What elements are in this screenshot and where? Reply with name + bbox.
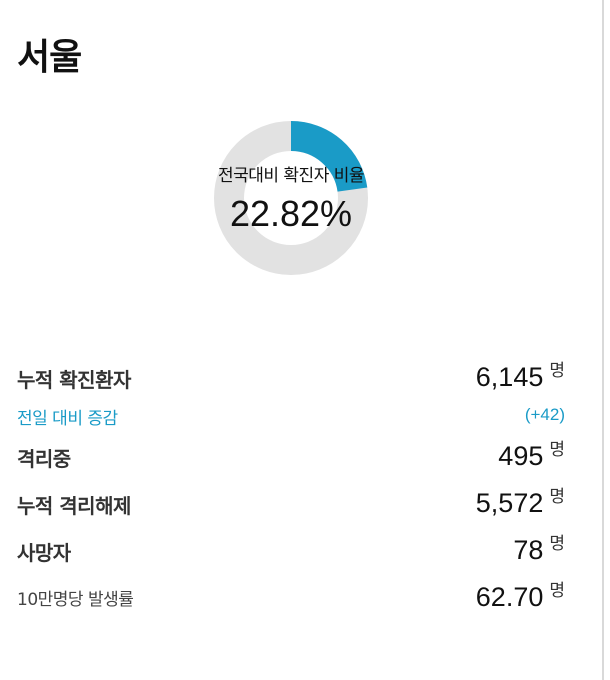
stat-label-daily-change: 전일 대비 증감 xyxy=(17,409,118,429)
panel-right-border xyxy=(602,0,604,680)
stat-value-deaths-wrap: 78 명 xyxy=(513,534,565,566)
stat-unit-isolating: 명 xyxy=(549,440,565,460)
stat-row-released: 누적 격리해제 5,572 명 xyxy=(17,487,565,528)
ratio-donut-chart: 전국대비 확진자 비율 22.82% xyxy=(212,119,370,277)
stat-row-cumulative: 누적 확진환자 6,145 명 xyxy=(17,361,565,402)
stat-value-isolating: 495 xyxy=(498,441,544,471)
stat-value-released-wrap: 5,572 명 xyxy=(475,487,565,519)
stat-row-incidence: 10만명당 발생률 62.70 명 xyxy=(17,581,565,622)
stat-unit-deaths: 명 xyxy=(549,534,565,554)
stat-value-deaths: 78 xyxy=(513,535,544,565)
stat-label-isolating: 격리중 xyxy=(17,447,71,471)
donut-label: 전국대비 확진자 비율 xyxy=(217,166,365,186)
stat-value-cumulative: 6,145 xyxy=(475,362,544,392)
stat-value-isolating-wrap: 495 명 xyxy=(498,440,565,472)
stat-unit-cumulative: 명 xyxy=(549,361,565,381)
stat-row-deaths: 사망자 78 명 xyxy=(17,534,565,575)
stat-label-incidence: 10만명당 발생률 xyxy=(17,590,134,610)
stat-value-daily-change: (+42) xyxy=(524,405,565,424)
donut-svg xyxy=(214,121,368,275)
stat-value-incidence: 62.70 xyxy=(475,582,544,612)
stat-label-cumulative: 누적 확진환자 xyxy=(17,368,131,392)
stat-label-deaths: 사망자 xyxy=(17,541,71,565)
stat-value-incidence-wrap: 62.70 명 xyxy=(475,581,565,613)
stat-value-released: 5,572 xyxy=(475,488,544,518)
stat-value-cumulative-wrap: 6,145 명 xyxy=(475,361,565,393)
stat-unit-released: 명 xyxy=(549,487,565,507)
donut-fill-arc xyxy=(214,121,368,275)
stat-unit-incidence: 명 xyxy=(549,581,565,601)
stat-value-daily-change-wrap: (+42) xyxy=(525,405,565,425)
region-title: 서울 xyxy=(17,37,82,78)
donut-percent-value: 22.82% xyxy=(229,193,353,234)
stat-label-released: 누적 격리해제 xyxy=(17,494,131,518)
stat-row-daily-change: 전일 대비 증감 (+42) xyxy=(17,402,565,442)
stat-row-isolating: 격리중 495 명 xyxy=(17,440,565,481)
